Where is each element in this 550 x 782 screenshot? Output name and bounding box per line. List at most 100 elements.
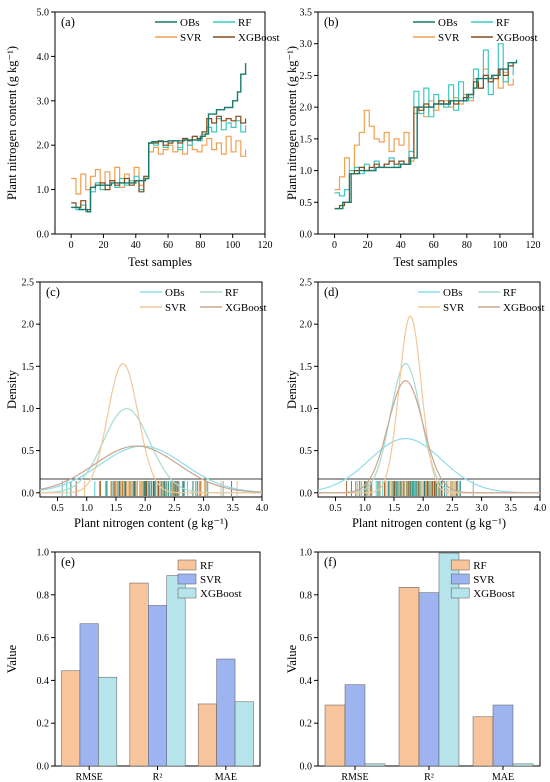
y-axis-label: Value: [5, 644, 19, 673]
x-tick-label: 0.5: [329, 503, 342, 514]
bar-rf: [472, 716, 494, 767]
bar-svr: [216, 658, 236, 767]
x-tick-label: 0: [69, 240, 74, 251]
x-axis-label: Plant nitrogen content (g kg⁻¹): [352, 516, 506, 530]
bar-xgboost: [438, 552, 460, 767]
chart-panel-f: (f) Value 0.0 0.2 0.4 0.6 0.8 1.0 RMSE R² MAE RF SVR…: [285, 548, 541, 782]
x-tick-label: 60: [429, 240, 439, 251]
y-tick-label: 1.0: [37, 185, 50, 196]
x-tick-label: 120: [258, 240, 273, 251]
y-tick-label: 2.0: [300, 320, 313, 331]
y-tick-label: 0.0: [300, 762, 313, 773]
y-tick-label: 0.2: [300, 719, 313, 730]
legend-swatch: [177, 559, 197, 571]
x-tick-label: 1.5: [388, 503, 401, 514]
legend-label: OBs: [443, 287, 463, 299]
y-tick-label: 0.8: [37, 590, 50, 601]
x-tick-label: 3.5: [227, 503, 240, 514]
legend-label: XGBoost: [225, 302, 267, 314]
series-line-svr: [334, 68, 514, 191]
y-tick-label: 1.0: [300, 166, 313, 177]
series-line-rf: [71, 118, 247, 213]
y-tick-label: 1.5: [300, 134, 313, 145]
x-tick-label: 100: [492, 240, 507, 251]
legend-label: OBs: [180, 17, 200, 29]
y-axis-label: Plant nitrogen content (g kg⁻¹): [285, 46, 299, 200]
y-tick-label: 1.5: [22, 362, 35, 373]
legend-label: RF: [473, 560, 486, 572]
legend-label: RF: [225, 287, 238, 299]
y-tick-label: 0.8: [300, 590, 313, 601]
y-tick-label: 0.4: [37, 676, 50, 687]
legend-label: XGBoost: [473, 588, 515, 600]
y-tick-label: 0.0: [37, 762, 50, 773]
panel-label: (c): [46, 285, 60, 299]
x-tick-label: 20: [98, 240, 108, 251]
x-tick-label: 40: [131, 240, 141, 251]
x-tick-label: 3.0: [197, 503, 210, 514]
chart-panel-b: (b) Plant nitrogen content (g kg⁻¹) 0.0 0.5…: [285, 8, 541, 270]
bar-svr: [148, 605, 167, 767]
y-tick-label: 2.0: [22, 320, 35, 331]
y-tick-label: 0.0: [37, 230, 50, 241]
x-tick-label: 80: [462, 240, 472, 251]
bar-rf: [197, 703, 217, 767]
y-axis-label: Density: [285, 369, 299, 409]
x-category-label: R²: [424, 772, 434, 782]
y-tick-label: 1.0: [22, 404, 35, 415]
y-tick-label: 4.0: [37, 52, 50, 63]
y-tick-label: 1.0: [37, 548, 50, 559]
x-axis-label: Plant nitrogen content (g kg⁻¹): [74, 516, 228, 530]
bar-svr: [418, 592, 440, 767]
panel-label: (e): [61, 555, 75, 569]
bar-rf: [398, 587, 420, 767]
panel-label: (b): [324, 15, 339, 29]
x-category-label: MAE: [492, 772, 514, 782]
series-line-rf: [334, 43, 514, 197]
series-line-xgboost: [71, 115, 247, 211]
x-tick-label: 1.0: [80, 503, 93, 514]
legend-swatch: [450, 587, 470, 599]
x-tick-label: 1.5: [110, 503, 123, 514]
x-tick-label: 2.0: [139, 503, 152, 514]
series-line-xgboost: [334, 62, 514, 210]
x-tick-label: 60: [163, 240, 173, 251]
x-axis-label: Test samples: [393, 255, 457, 269]
legend-label: SVR: [438, 32, 460, 44]
bar-xgboost: [166, 575, 186, 767]
bar-xgboost: [364, 763, 386, 767]
plot-frame: [317, 11, 534, 235]
chart-panel-d: (d) Density 0.0 0.5 1.0 1.5 2.0 2.5 0.5 1.0 1.5 2.0…: [285, 278, 546, 531]
series-line-obs: [71, 63, 247, 213]
y-tick-label: 3.0: [300, 39, 313, 50]
legend-swatch: [177, 587, 197, 599]
x-tick-label: 1.0: [358, 503, 371, 514]
bar-rf: [324, 704, 346, 767]
bar-svr: [492, 704, 514, 767]
y-tick-label: 2.0: [300, 103, 313, 114]
x-category-label: MAE: [215, 772, 237, 782]
legend-label: OBs: [438, 17, 458, 29]
density-curve-rf: [318, 362, 540, 494]
y-tick-label: 0.5: [22, 446, 35, 457]
legend-label: RF: [503, 287, 516, 299]
density-curve-xgboost: [318, 380, 540, 494]
y-tick-label: 1.5: [300, 362, 313, 373]
legend-label: OBs: [165, 287, 185, 299]
y-tick-label: 1.0: [300, 548, 313, 559]
y-tick-label: 0.0: [300, 488, 313, 499]
bar-svr: [79, 623, 99, 767]
y-tick-label: 0.6: [300, 633, 313, 644]
bar-xgboost: [234, 701, 254, 767]
x-axis-label: Test samples: [128, 255, 192, 269]
y-tick-label: 0.2: [37, 719, 50, 730]
y-tick-label: 1.0: [300, 404, 313, 415]
bar-xgboost: [512, 763, 534, 767]
legend-label: RF: [238, 17, 251, 29]
x-tick-label: 3.0: [475, 503, 488, 514]
bar-svr: [344, 684, 366, 767]
x-tick-label: 2.5: [168, 503, 181, 514]
panel-label: (d): [324, 285, 339, 299]
panel-label: (a): [61, 15, 75, 29]
